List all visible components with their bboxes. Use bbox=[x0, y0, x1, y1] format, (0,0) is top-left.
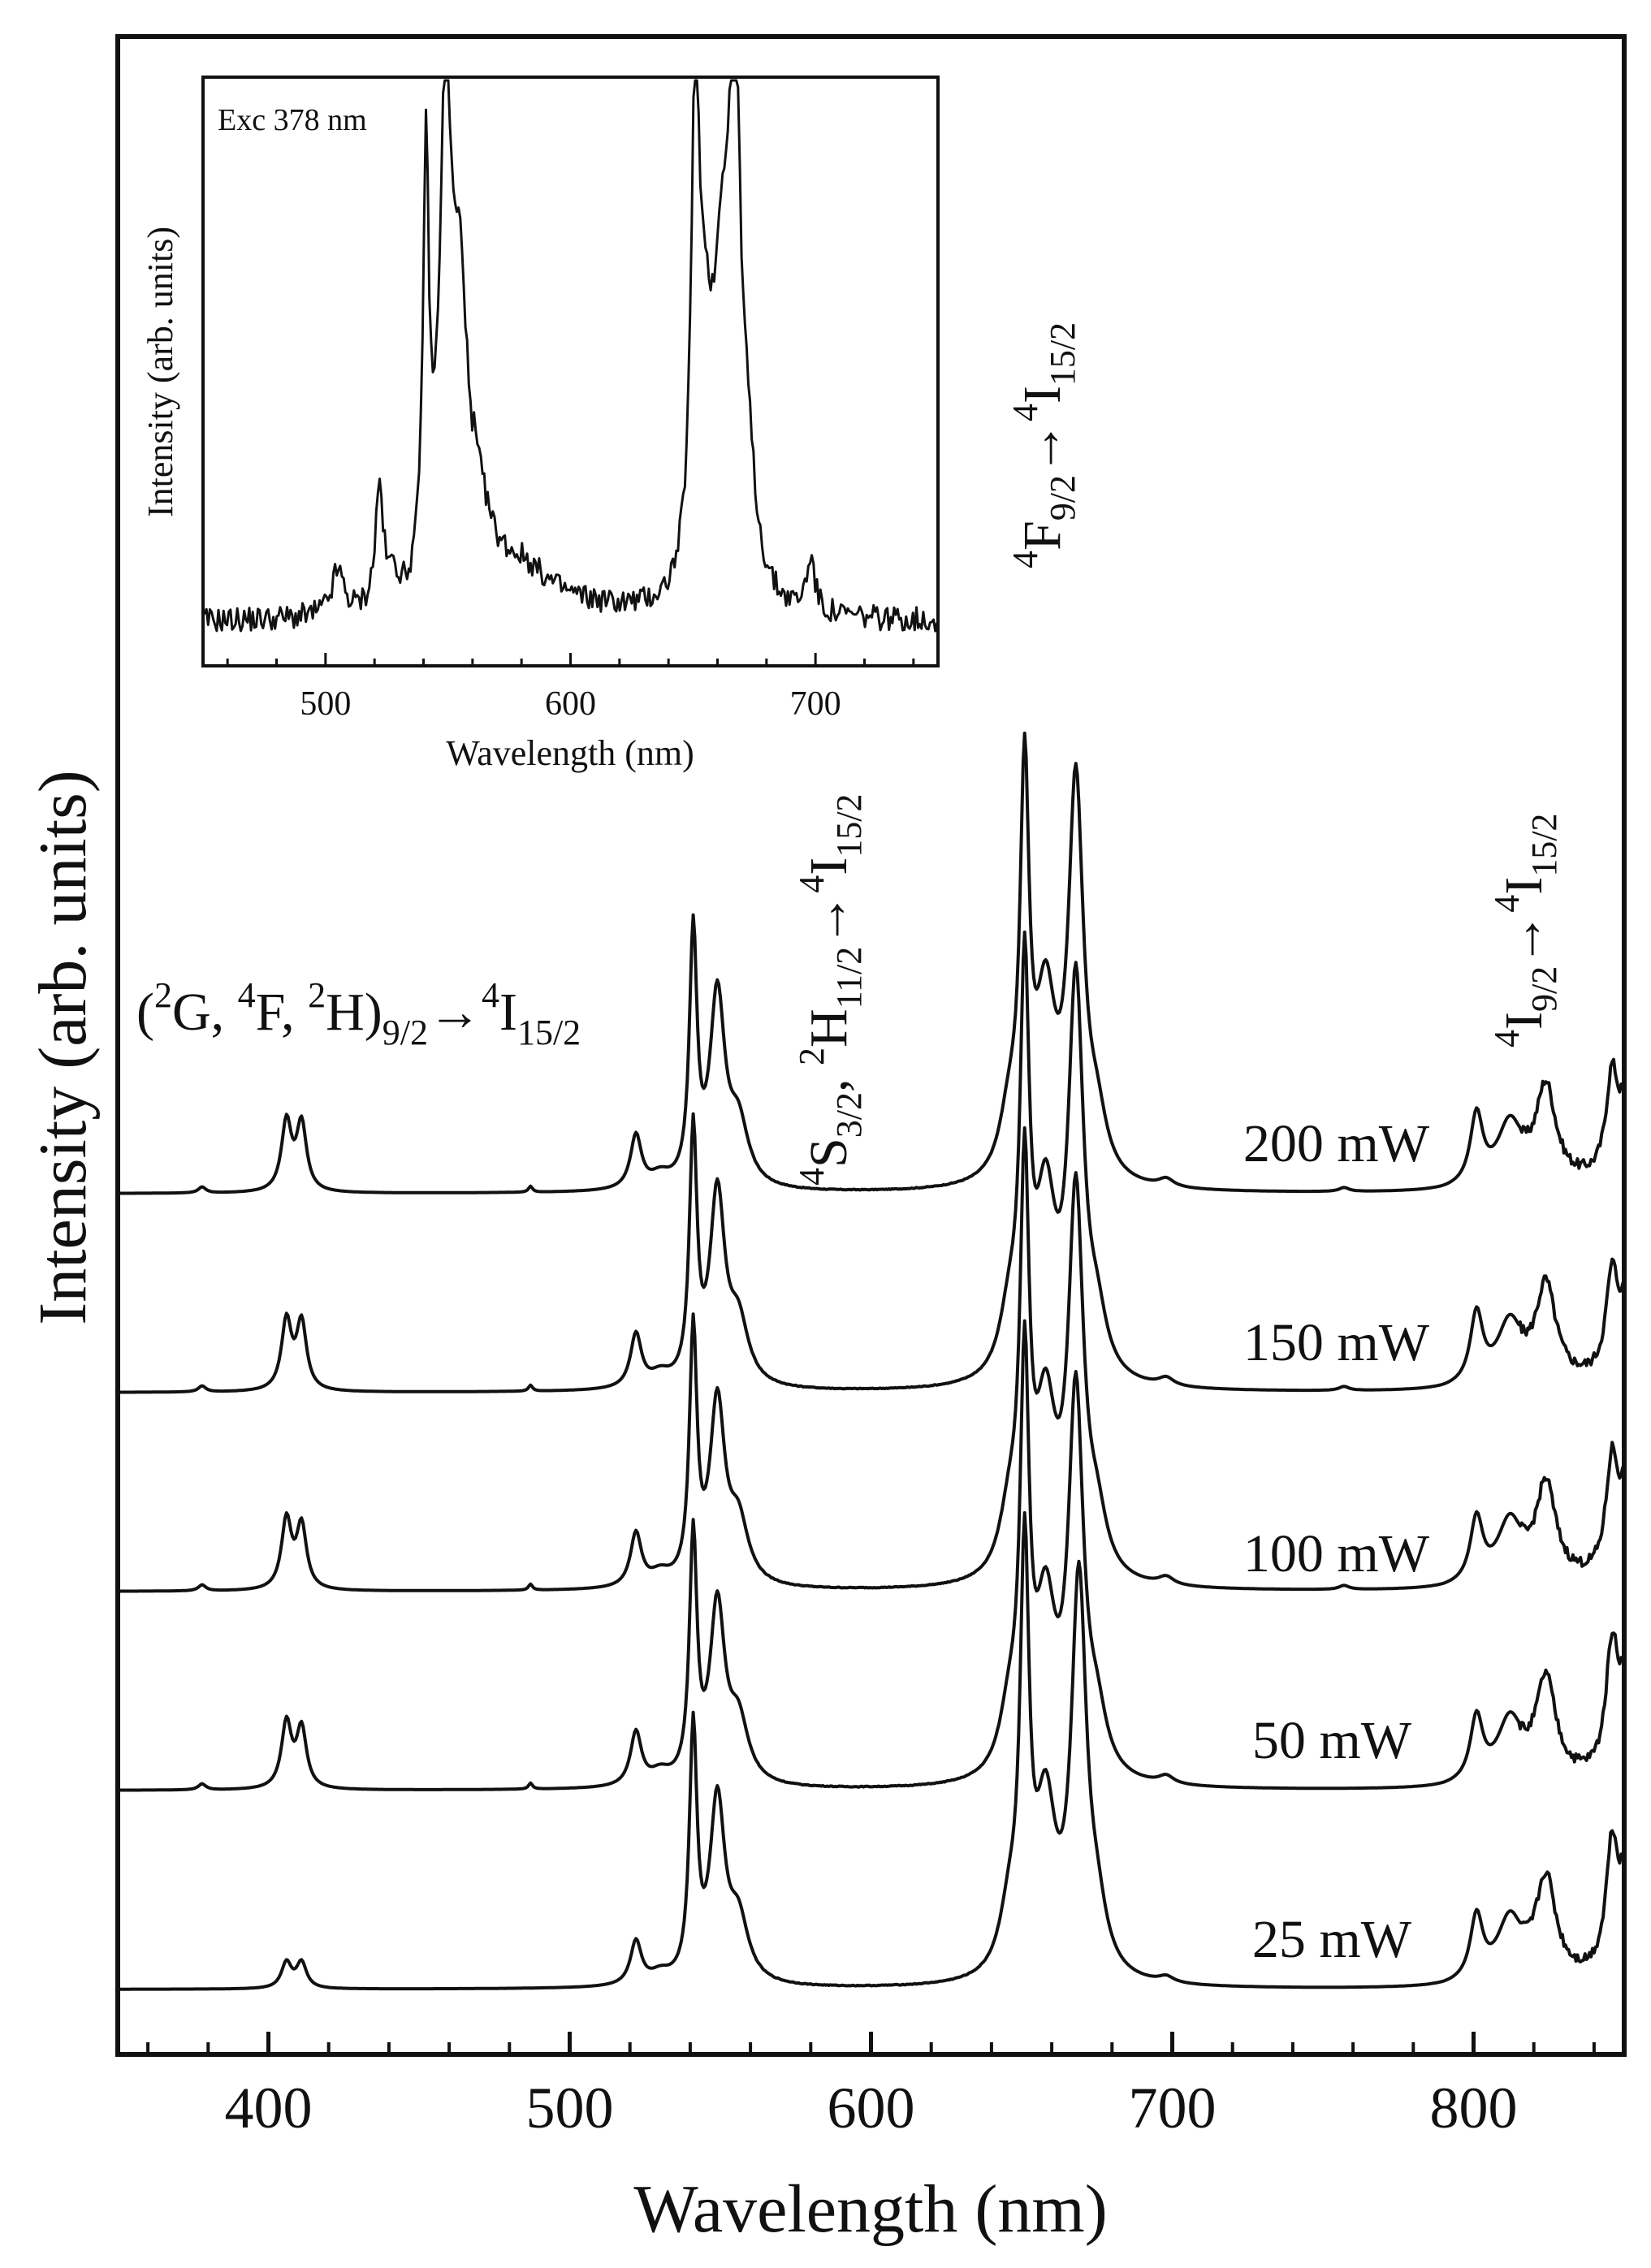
x-tick-label: 400 bbox=[225, 2076, 313, 2141]
x-tick-label: 600 bbox=[828, 2076, 915, 2141]
inset-frame bbox=[201, 76, 940, 667]
inset-x-tick-label: 500 bbox=[300, 685, 351, 723]
power-label-50: 50 mW bbox=[1252, 1711, 1412, 1770]
x-axis-label: Wavelength (nm) bbox=[633, 2171, 1107, 2247]
x-tick-label: 500 bbox=[526, 2076, 614, 2141]
power-label-200: 200 mW bbox=[1243, 1114, 1430, 1173]
spectrum-150-mw bbox=[117, 930, 1626, 1394]
spectra-series bbox=[117, 731, 1626, 1991]
spectrum-100-mw bbox=[117, 1126, 1626, 1593]
inset-x-tick-label: 600 bbox=[545, 685, 596, 723]
power-label-25: 25 mW bbox=[1252, 1910, 1412, 1969]
inset-y-axis-label: Intensity (arb. units) bbox=[140, 227, 180, 517]
inset-x-tick-labels: 500 600 700 bbox=[300, 685, 841, 723]
inset-spectrum bbox=[201, 79, 939, 633]
inset-x-axis-label: Wavelength (nm) bbox=[446, 733, 694, 773]
x-axis-ticks bbox=[146, 2032, 1596, 2054]
transition-label-green: 4S3/2, 2H11/2→4I15/2 bbox=[792, 794, 869, 1186]
spectrum-200-mw bbox=[117, 731, 1625, 1195]
transition-label-nir: 4I9/2→4I15/2 bbox=[1487, 814, 1564, 1048]
transition-label-blue: (2G, 4F, 2H)9/2→4I15/2 bbox=[136, 975, 581, 1052]
inset-x-tick-label: 700 bbox=[790, 685, 841, 723]
x-axis-tick-labels: 400 500 600 700 800 bbox=[225, 2076, 1518, 2141]
inset-chart: 500 600 700 Exc 378 nm Wavelength (nm) Int… bbox=[140, 76, 940, 773]
inset-spectrum-line bbox=[201, 79, 939, 633]
power-label-150: 150 mW bbox=[1243, 1313, 1430, 1372]
y-axis-label: Intensity (arb. units) bbox=[25, 770, 101, 1325]
transition-label-red: 4F9/2→4I15/2 bbox=[1005, 322, 1083, 568]
power-label-100: 100 mW bbox=[1243, 1524, 1430, 1583]
x-tick-label: 800 bbox=[1430, 2076, 1518, 2141]
spectrum-25-mw bbox=[117, 1511, 1626, 1991]
inset-x-ticks bbox=[226, 653, 915, 666]
spectrum-50-mw bbox=[117, 1319, 1626, 1792]
inset-excitation-tag: Exc 378 nm bbox=[218, 103, 367, 137]
x-tick-label: 700 bbox=[1129, 2076, 1217, 2141]
